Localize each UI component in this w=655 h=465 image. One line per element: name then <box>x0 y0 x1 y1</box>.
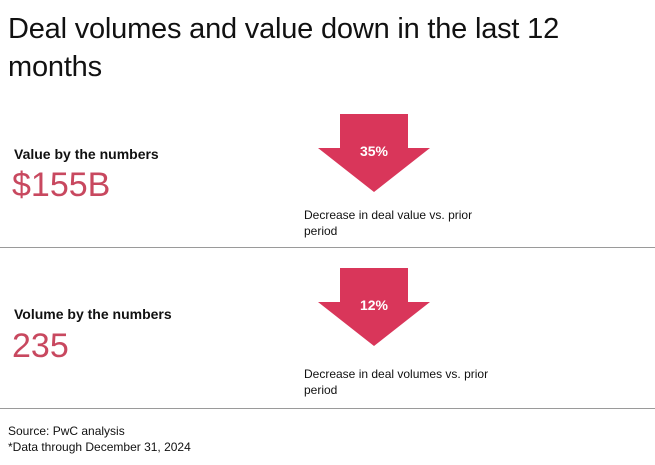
volume-amount: 235 <box>12 327 69 365</box>
data-note: *Data through December 31, 2024 <box>8 440 191 454</box>
volume-caption: Decrease in deal volumes vs. prior perio… <box>304 367 489 397</box>
value-amount: $155B <box>12 166 111 204</box>
page-title: Deal volumes and value down in the last … <box>8 13 559 83</box>
value-label: Value by the numbers <box>14 146 159 162</box>
down-arrow-shape <box>318 114 430 192</box>
volume-section: Volume by the numbers 235 12% Decrease i… <box>0 250 655 406</box>
volume-change-percent: 12% <box>359 297 389 313</box>
footer: Source: PwC analysis *Data through Decem… <box>8 423 191 455</box>
value-caption: Decrease in deal value vs. prior period <box>304 208 473 238</box>
value-change-percent: 35% <box>359 143 389 159</box>
volume-label: Volume by the numbers <box>14 306 172 322</box>
down-arrow-icon: 35% <box>318 114 430 192</box>
value-section: Value by the numbers $155B 35% Decrease … <box>0 108 655 246</box>
section-divider <box>0 247 655 248</box>
source-note: Source: PwC analysis <box>8 424 125 438</box>
footer-divider <box>0 408 655 409</box>
down-arrow-shape <box>318 268 430 346</box>
down-arrow-icon: 12% <box>318 268 430 346</box>
